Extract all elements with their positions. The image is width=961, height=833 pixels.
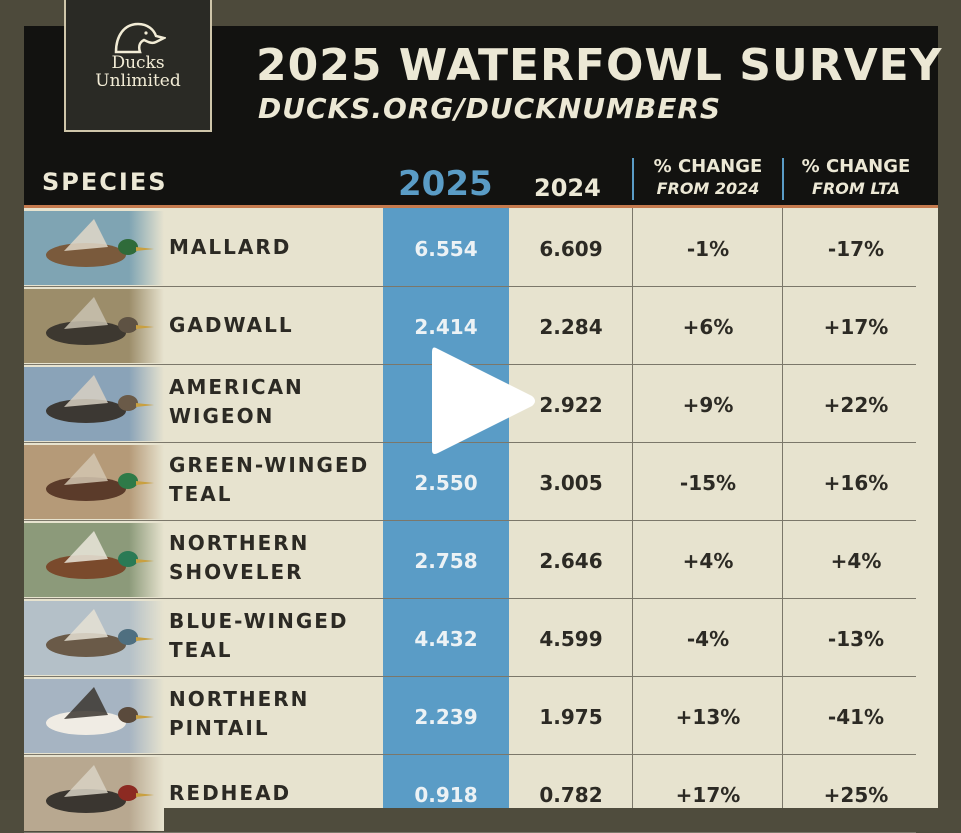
duck-head-icon (114, 22, 166, 54)
logo-text-line1: Ducks (111, 53, 165, 73)
species-line1: REDHEAD (169, 781, 292, 805)
table-row: GADWALL 2.414 2.284 +6% +17% (24, 287, 916, 365)
species-line2: WIGEON (169, 404, 275, 428)
column-divider (632, 208, 633, 808)
change-from-lta: +25% (823, 783, 889, 807)
species-line2: TEAL (169, 482, 233, 506)
change-from-lta: -13% (827, 627, 885, 651)
column-2025-highlight (383, 208, 509, 808)
change-from-2024: -4% (686, 627, 730, 651)
value-2024: 2.922 (539, 393, 603, 417)
change-from-2024: +4% (682, 549, 734, 573)
value-2025: 2.758 (414, 549, 478, 573)
species-name: NORTHERN PINTAIL (169, 685, 389, 743)
value-2025: 0.918 (414, 783, 478, 807)
column-header-2025: 2025 (398, 164, 493, 204)
value-2024: 4.599 (539, 627, 603, 651)
change-2024-sub: FROM 2024 (656, 179, 760, 198)
change-from-lta: +16% (823, 471, 889, 495)
change-from-2024: +9% (682, 393, 734, 417)
species-line1: GREEN-WINGED (169, 453, 370, 477)
species-line1: BLUE-WINGED (169, 609, 349, 633)
change-from-2024: -15% (679, 471, 737, 495)
change-from-2024: +17% (675, 783, 741, 807)
value-2024: 3.005 (539, 471, 603, 495)
change-lta-sub: FROM LTA (812, 179, 900, 198)
change-from-2024: +6% (682, 315, 734, 339)
northern-pintail-photo (24, 679, 164, 753)
species-line1: NORTHERN (169, 687, 310, 711)
species-name: BLUE-WINGED TEAL (169, 607, 389, 665)
table-row: GREEN-WINGED TEAL 2.550 3.005 -15% +16% (24, 443, 916, 521)
table-row: NORTHERN PINTAIL 2.239 1.975 +13% -41% (24, 677, 916, 755)
column-header-change-2024: % CHANGE FROM 2024 (638, 156, 778, 200)
species-line2: SHOVELER (169, 560, 304, 584)
survey-url: DUCKS.ORG/DUCKNUMBERS (258, 92, 722, 125)
species-name: GREEN-WINGED TEAL (169, 451, 389, 509)
table-row: REDHEAD 0.918 0.782 +17% +25% (24, 755, 916, 833)
table-row: NORTHERN SHOVELER 2.758 2.646 +4% +4% (24, 521, 916, 599)
change-from-lta: +17% (823, 315, 889, 339)
species-name: GADWALL (169, 311, 389, 340)
blue-winged-teal-photo (24, 601, 164, 675)
column-header-species: SPECIES (42, 168, 168, 196)
change-from-lta: +22% (823, 393, 889, 417)
redhead-photo (24, 757, 164, 831)
table-row: MALLARD 6.554 6.609 -1% -17% (24, 209, 916, 287)
change-2024-top: % CHANGE (653, 156, 763, 177)
value-2025: 2.550 (414, 471, 478, 495)
column-divider (782, 208, 783, 808)
value-2024: 2.646 (539, 549, 603, 573)
value-2024: 2.284 (539, 315, 603, 339)
species-name: NORTHERN SHOVELER (169, 529, 389, 587)
change-from-lta: -41% (827, 705, 885, 729)
value-2024: 0.782 (539, 783, 603, 807)
column-header-change-lta: % CHANGE FROM LTA (786, 156, 926, 200)
column-header-2024: 2024 (534, 174, 601, 202)
change-lta-top: % CHANGE (801, 156, 911, 177)
value-2025: 4.432 (414, 627, 478, 651)
green-winged-teal-photo (24, 445, 164, 519)
species-name: REDHEAD (169, 779, 389, 808)
value-2024: 1.975 (539, 705, 603, 729)
species-name: MALLARD (169, 233, 389, 262)
species-line1: AMERICAN (169, 375, 304, 399)
change-from-lta: -17% (827, 237, 885, 261)
species-line2: TEAL (169, 638, 233, 662)
gadwall-photo (24, 289, 164, 363)
mallard-photo (24, 211, 164, 285)
change-from-2024: -1% (686, 237, 730, 261)
header-divider (632, 158, 634, 200)
value-2024: 6.609 (539, 237, 603, 261)
species-line1: NORTHERN (169, 531, 310, 555)
page-title: 2025 WATERFOWL SURVEY (256, 40, 943, 91)
american-wigeon-photo (24, 367, 164, 441)
ducks-unlimited-logo: Ducks Unlimited (64, 0, 212, 132)
header-divider (782, 158, 784, 200)
logo-text-line2: Unlimited (95, 71, 181, 91)
value-2025: 6.554 (414, 237, 478, 261)
species-line1: GADWALL (169, 313, 294, 337)
species-name: AMERICAN WIGEON (169, 373, 389, 431)
species-line1: MALLARD (169, 235, 292, 259)
species-line2: PINTAIL (169, 716, 270, 740)
table-row: AMERICAN WIGEON 3 2.922 +9% +22% (24, 365, 916, 443)
change-from-2024: +13% (675, 705, 741, 729)
value-2025: 2.414 (414, 315, 478, 339)
table-row: BLUE-WINGED TEAL 4.432 4.599 -4% -13% (24, 599, 916, 677)
header-accent-line (24, 205, 938, 208)
play-icon[interactable] (428, 342, 538, 460)
change-from-lta: +4% (830, 549, 882, 573)
northern-shoveler-photo (24, 523, 164, 597)
value-2025: 2.239 (414, 705, 478, 729)
